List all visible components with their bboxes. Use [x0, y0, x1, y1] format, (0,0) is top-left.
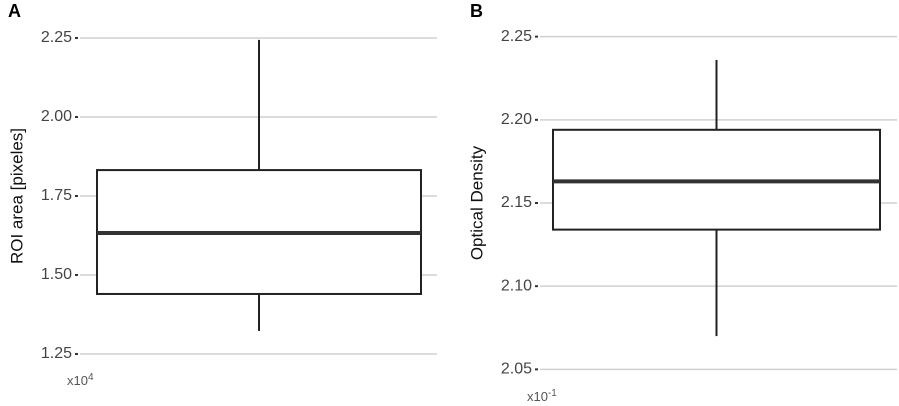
y-tick-label: 2.10 — [501, 277, 532, 294]
multiplier-base: x10 — [67, 373, 88, 388]
panel-label: A — [8, 1, 21, 21]
y-tick-label: 2.25 — [501, 28, 532, 45]
y-axis-title: ROI area [pixeles] — [7, 128, 26, 264]
axis-multiplier: x104 — [67, 372, 94, 389]
y-tick-label: 1.25 — [41, 345, 72, 362]
multiplier-base: x10 — [527, 389, 548, 404]
multiplier-exponent: 4 — [88, 372, 94, 383]
y-tick-label: 1.50 — [41, 266, 72, 283]
y-tick-label: 2.05 — [501, 361, 532, 378]
multiplier-exponent: -1 — [548, 388, 557, 399]
y-tick-label: 1.75 — [41, 187, 72, 204]
y-axis-title: Optical Density — [467, 145, 486, 260]
y-tick-label: 2.00 — [41, 108, 72, 125]
axis-multiplier: x10-1 — [527, 388, 557, 405]
panel-label: B — [470, 1, 483, 21]
y-tick-label: 2.25 — [41, 29, 72, 46]
y-tick-label: 2.20 — [501, 111, 532, 128]
y-tick-label: 2.15 — [501, 194, 532, 211]
